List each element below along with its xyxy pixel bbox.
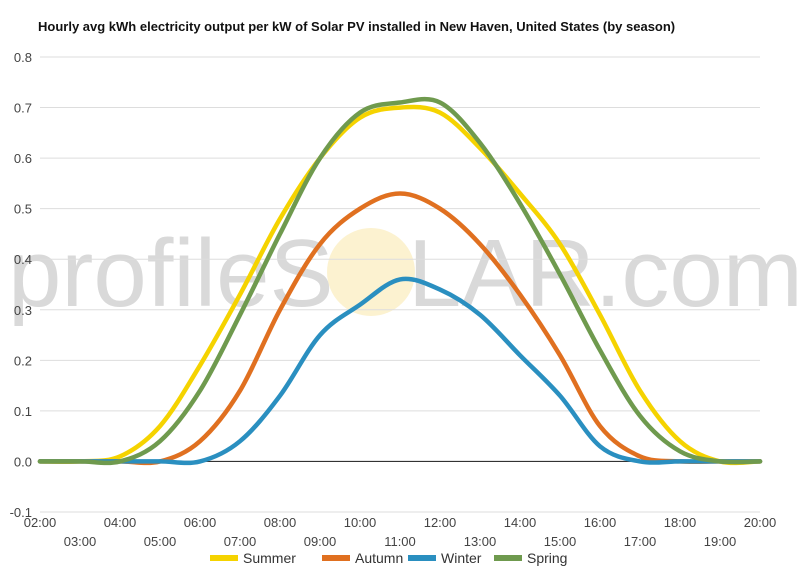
x-tick-label: 13:00	[464, 534, 497, 549]
x-tick-label: 17:00	[624, 534, 657, 549]
y-tick-label: 0.3	[14, 303, 32, 318]
y-tick-label: -0.1	[10, 505, 32, 520]
y-tick-label: 0.5	[14, 202, 32, 217]
watermark-text-left: profileS	[8, 220, 334, 327]
legend-label: Winter	[441, 550, 482, 566]
legend-label: Autumn	[355, 550, 403, 566]
legend-label: Spring	[527, 550, 567, 566]
series-lines	[37, 96, 763, 466]
legend-item-spring[interactable]: Spring	[494, 550, 567, 566]
x-tick-label: 06:00	[184, 515, 217, 530]
y-tick-label: 0.4	[14, 252, 32, 267]
legend[interactable]: Summer Autumn Winter Spring	[210, 550, 567, 566]
x-tick-label: 16:00	[584, 515, 617, 530]
legend-item-winter[interactable]: Winter	[408, 550, 482, 566]
x-tick-label: 14:00	[504, 515, 537, 530]
y-tick-label: 0.0	[14, 454, 32, 469]
x-tick-label: 02:00	[24, 515, 57, 530]
y-tick-label: 0.2	[14, 353, 32, 368]
x-tick-label: 08:00	[264, 515, 297, 530]
x-axis-ticks: 02:00 03:00 04:00 05:00 06:00 07:00 08:00 09:00…	[24, 515, 777, 549]
chart-title: Hourly avg kWh electricity output per kW…	[38, 19, 676, 34]
x-tick-label: 03:00	[64, 534, 97, 549]
legend-swatch	[494, 555, 522, 561]
series-line-winter	[37, 276, 763, 466]
x-tick-label: 10:00	[344, 515, 377, 530]
y-tick-label: 0.7	[14, 101, 32, 116]
watermark: profileS LAR.com	[8, 220, 800, 327]
x-tick-label: 12:00	[424, 515, 457, 530]
x-tick-label: 07:00	[224, 534, 257, 549]
legend-item-autumn[interactable]: Autumn	[322, 550, 403, 566]
series-line-summer	[37, 104, 763, 466]
x-tick-label: 09:00	[304, 534, 337, 549]
x-tick-label: 15:00	[544, 534, 577, 549]
x-tick-label: 11:00	[384, 534, 416, 549]
series-line-spring	[37, 96, 763, 466]
legend-item-summer[interactable]: Summer	[210, 550, 296, 566]
watermark-sun-icon	[327, 228, 415, 316]
legend-swatch	[408, 555, 436, 561]
watermark-text-right: LAR.com	[408, 220, 800, 327]
x-tick-label: 20:00	[744, 515, 777, 530]
y-tick-label: 0.1	[14, 404, 32, 419]
y-tick-label: 0.8	[14, 50, 32, 65]
x-tick-label: 05:00	[144, 534, 177, 549]
legend-swatch	[322, 555, 350, 561]
legend-label: Summer	[243, 550, 296, 566]
x-tick-label: 18:00	[664, 515, 697, 530]
x-tick-label: 19:00	[704, 534, 737, 549]
y-axis-ticks: 0.8 0.7 0.6 0.5 0.4 0.3 0.2 0.1 0.0 -0.1	[10, 50, 32, 520]
y-tick-label: 0.6	[14, 151, 32, 166]
x-tick-label: 04:00	[104, 515, 137, 530]
legend-swatch	[210, 555, 238, 561]
